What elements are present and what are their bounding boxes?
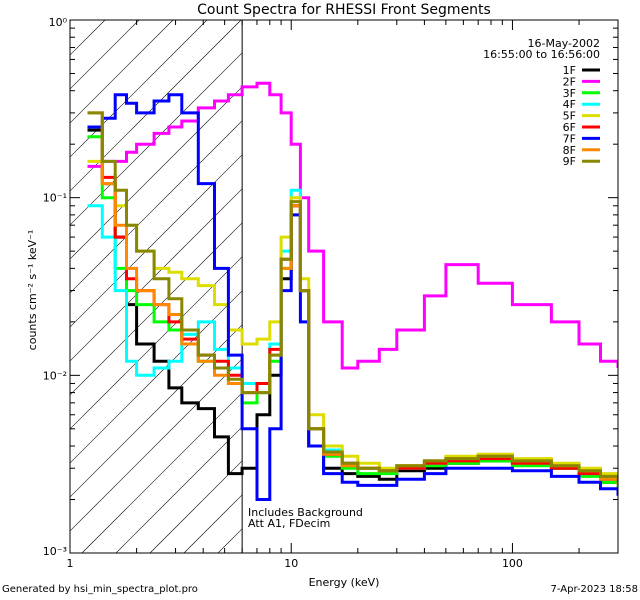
legend-label-6F: 6F bbox=[563, 121, 576, 134]
chart-title: Count Spectra for RHESSI Front Segments bbox=[197, 2, 491, 18]
legend-label-8F: 8F bbox=[563, 144, 576, 157]
hatch-line bbox=[0, 20, 3, 553]
legend-label-1F: 1F bbox=[563, 64, 576, 77]
x-axis-label: Energy (keV) bbox=[309, 576, 380, 589]
y-axis-label: counts cm⁻² s⁻¹ keV⁻¹ bbox=[26, 230, 39, 351]
legend-label-4F: 4F bbox=[563, 98, 576, 111]
legend-label-2F: 2F bbox=[563, 75, 576, 88]
hatch-line bbox=[115, 426, 243, 553]
y-tick-label: 10⁻² bbox=[43, 369, 67, 382]
y-tick-label: 10⁻¹ bbox=[43, 192, 67, 205]
annotation-background: Includes Background bbox=[248, 506, 363, 519]
hatch-line bbox=[626, 20, 640, 553]
plot-frame bbox=[69, 19, 619, 554]
hatch-line bbox=[70, 222, 243, 396]
hatch-line bbox=[70, 20, 242, 192]
x-tick-labels: 1 10 100 bbox=[67, 557, 523, 570]
date-label: 16-May-2002 bbox=[528, 37, 600, 50]
legend-label-5F: 5F bbox=[563, 110, 576, 123]
timestamp-footer: 7-Apr-2023 18:58 bbox=[550, 584, 638, 595]
legend-label-3F: 3F bbox=[563, 87, 576, 100]
series-line-8F bbox=[87, 111, 618, 486]
y-tick-labels: 10⁻³ 10⁻² 10⁻¹ 10⁰ bbox=[43, 16, 68, 558]
series-line-6F bbox=[87, 125, 618, 486]
x-tick-label: 100 bbox=[502, 557, 523, 570]
series-line-1F bbox=[87, 128, 618, 489]
y-tick-label: 10⁻³ bbox=[43, 545, 67, 558]
y-tick-label: 10⁰ bbox=[49, 16, 68, 29]
series-line-2F bbox=[87, 81, 618, 370]
x-tick-label: 10 bbox=[284, 557, 298, 570]
series-line-4F bbox=[87, 188, 618, 486]
hatch-line bbox=[70, 324, 243, 498]
legend-label-7F: 7F bbox=[563, 132, 576, 145]
hatch-line bbox=[81, 392, 243, 553]
hatch-line bbox=[70, 120, 243, 294]
legend-label-9F: 9F bbox=[563, 155, 576, 168]
hatched-region bbox=[0, 20, 640, 553]
hatch-line bbox=[70, 358, 243, 532]
hatch-line bbox=[70, 188, 243, 362]
x-tick-label: 1 bbox=[67, 557, 74, 570]
hatch-line bbox=[70, 52, 243, 226]
hatch-line bbox=[70, 20, 174, 124]
series-line-7F bbox=[87, 93, 618, 501]
hatch-line bbox=[149, 460, 243, 553]
annotation-attenuator: Att A1, FDecim bbox=[248, 517, 330, 530]
time-range-label: 16:55:00 to 16:56:00 bbox=[483, 48, 600, 61]
hatch-line bbox=[70, 20, 208, 158]
series-line-3F bbox=[87, 135, 618, 493]
series-line-5F bbox=[87, 159, 618, 480]
hatch-line bbox=[70, 20, 106, 56]
hatch-line bbox=[70, 86, 243, 260]
series-layer bbox=[87, 81, 618, 501]
generated-by-footer: Generated by hsi_min_spectra_plot.pro bbox=[2, 584, 198, 595]
axis-ticks bbox=[69, 19, 619, 554]
series-line-9F bbox=[87, 111, 618, 483]
hatch-line bbox=[70, 154, 243, 328]
